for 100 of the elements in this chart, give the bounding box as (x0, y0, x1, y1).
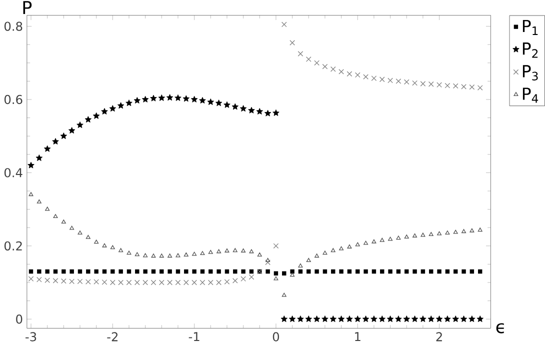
point (412, 233, 418, 238)
point (411, 316, 418, 322)
point (174, 94, 182, 101)
x-tick-label: 1 (355, 332, 360, 342)
point (176, 253, 180, 258)
point (117, 102, 124, 109)
point (216, 280, 222, 286)
point (60, 278, 66, 284)
point (36, 276, 42, 282)
point (37, 269, 42, 274)
point (233, 269, 238, 274)
point (444, 316, 451, 322)
point (184, 252, 188, 256)
point (44, 145, 51, 152)
point (126, 250, 132, 255)
point (36, 199, 42, 204)
y-tick-label: 0.8 (4, 22, 22, 31)
point (331, 269, 336, 274)
point (70, 269, 74, 274)
point (428, 81, 434, 87)
point (208, 280, 214, 286)
point (370, 316, 378, 322)
point (249, 269, 254, 274)
point (347, 244, 352, 248)
point (380, 238, 384, 242)
point (469, 84, 475, 90)
point (118, 248, 124, 252)
point (388, 78, 393, 84)
point (396, 236, 401, 240)
point (52, 138, 59, 144)
point (28, 162, 34, 168)
point (314, 254, 320, 258)
point (78, 230, 82, 235)
point (53, 214, 58, 218)
point (339, 269, 344, 274)
point (134, 252, 140, 256)
point (314, 60, 320, 66)
point (437, 231, 442, 236)
point (306, 258, 311, 262)
point (257, 252, 262, 256)
x-axis-title: ϵ (496, 323, 504, 334)
point (200, 269, 205, 274)
point (322, 316, 328, 322)
point (468, 316, 476, 322)
point (86, 269, 90, 274)
legend-label: P$_{2}$ (522, 42, 538, 58)
point (126, 269, 132, 274)
point (175, 280, 181, 286)
point (192, 280, 197, 286)
point (142, 96, 149, 102)
point (61, 220, 66, 224)
point (322, 64, 328, 70)
y-tick-label: 0.4 (4, 168, 22, 178)
x-tick-label: -3 (26, 332, 36, 342)
point (346, 71, 352, 77)
point (232, 103, 239, 110)
point (436, 82, 442, 88)
point (176, 269, 180, 274)
point (94, 279, 100, 284)
point (248, 274, 254, 280)
point (135, 269, 140, 274)
point (290, 269, 294, 274)
point (395, 316, 402, 322)
point (306, 269, 311, 274)
point (330, 248, 336, 252)
point (151, 269, 156, 274)
point (101, 108, 108, 114)
point (272, 109, 280, 116)
point (224, 101, 230, 108)
x-tick-label: -1 (188, 332, 200, 342)
point (298, 51, 304, 56)
point (338, 68, 344, 74)
point (28, 276, 34, 282)
point (282, 271, 286, 276)
point (60, 132, 68, 139)
point (297, 316, 304, 322)
point (76, 122, 84, 128)
point (110, 245, 115, 250)
point (462, 229, 466, 234)
point (184, 269, 188, 274)
point (363, 74, 368, 80)
point (192, 269, 196, 274)
point (118, 280, 124, 286)
point (274, 271, 278, 276)
point (102, 269, 107, 274)
point (78, 269, 82, 274)
point (371, 76, 377, 81)
y-tick-label: 0.6 (4, 94, 22, 104)
point (183, 280, 189, 286)
point (445, 230, 450, 235)
point (28, 269, 34, 274)
point (232, 248, 238, 252)
point (338, 316, 345, 322)
point (388, 236, 393, 241)
point (158, 280, 164, 286)
point (215, 100, 222, 106)
point (200, 280, 206, 286)
point (150, 280, 156, 286)
point (134, 97, 141, 104)
point (190, 96, 198, 102)
